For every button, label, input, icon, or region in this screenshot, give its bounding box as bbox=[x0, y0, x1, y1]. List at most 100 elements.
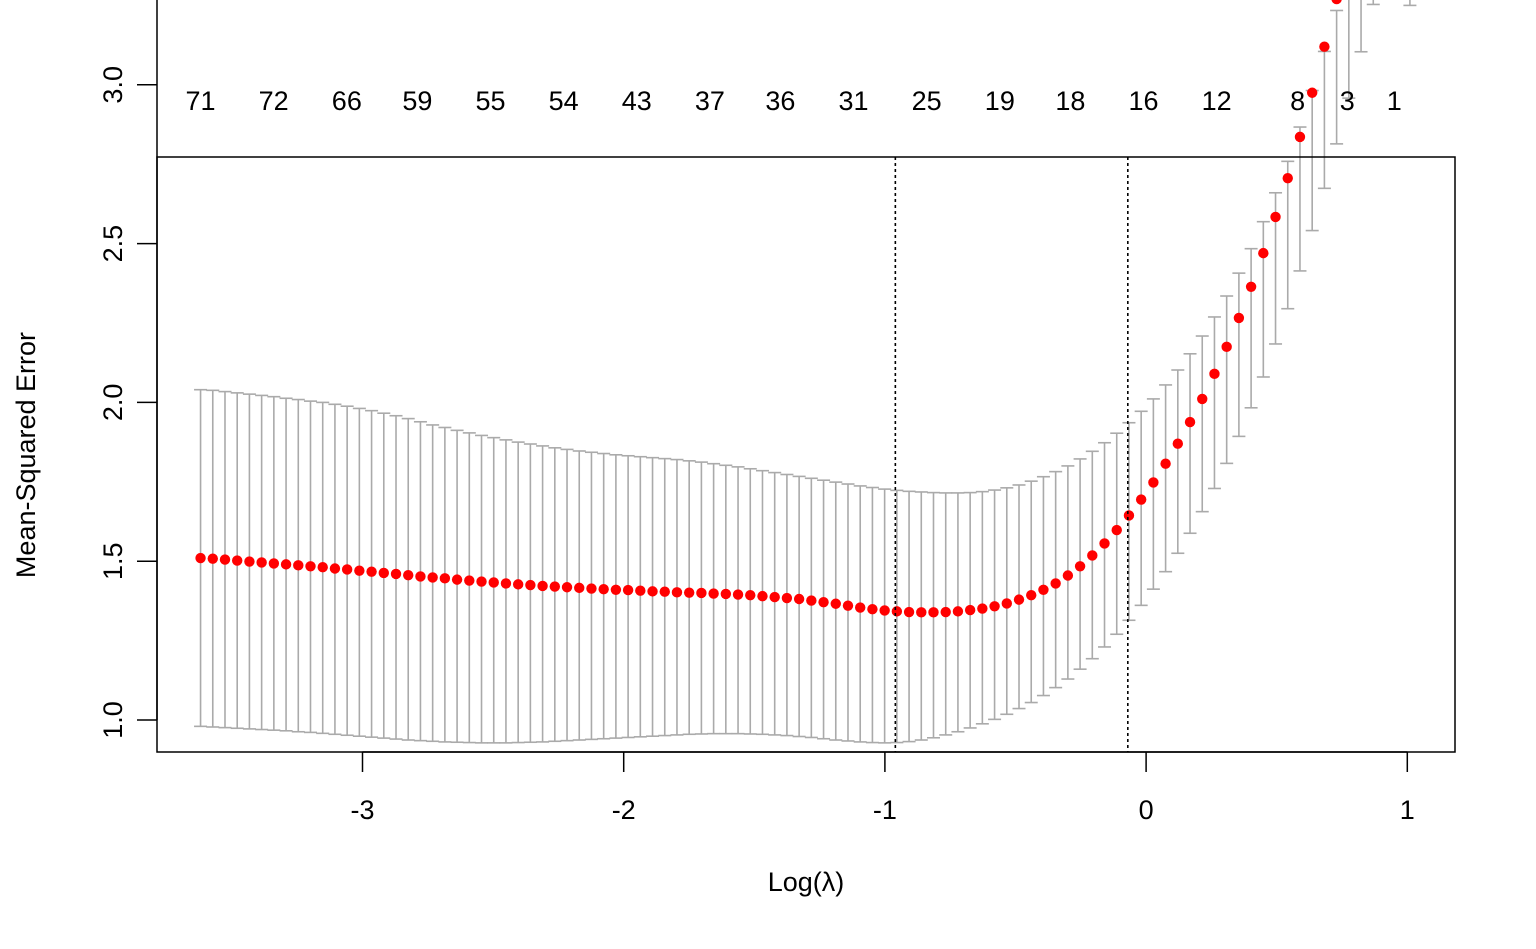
top-axis-label: 25 bbox=[912, 86, 942, 116]
mse-point bbox=[916, 607, 927, 618]
mse-point bbox=[451, 574, 463, 585]
x-tick-label: 1 bbox=[1400, 795, 1415, 825]
mse-point bbox=[280, 559, 292, 570]
mse-point bbox=[1209, 368, 1220, 380]
mse-point bbox=[1331, 0, 1342, 5]
mse-point bbox=[427, 572, 438, 583]
top-axis-label: 36 bbox=[765, 86, 795, 116]
mse-point bbox=[1160, 458, 1171, 469]
mse-point bbox=[1038, 584, 1049, 595]
mse-point bbox=[268, 558, 280, 569]
mse-point bbox=[219, 554, 231, 565]
mse-point bbox=[806, 595, 817, 606]
mse-point bbox=[574, 582, 585, 594]
mse-point bbox=[1258, 247, 1269, 259]
mse-point bbox=[586, 583, 597, 594]
x-tick-label: -2 bbox=[612, 795, 636, 825]
mse-point bbox=[977, 603, 988, 614]
mse-point bbox=[855, 602, 866, 613]
mse-point bbox=[830, 598, 841, 609]
mse-point bbox=[635, 585, 646, 596]
mse-point bbox=[256, 557, 267, 568]
mse-point bbox=[622, 584, 634, 596]
mse-point bbox=[891, 606, 903, 617]
mse-point bbox=[793, 593, 805, 605]
mse-point bbox=[561, 582, 573, 593]
mse-points bbox=[195, 0, 1342, 618]
mse-point bbox=[1148, 477, 1159, 488]
mse-point bbox=[1270, 211, 1281, 223]
y-tick-label: 1.0 bbox=[98, 701, 128, 739]
mse-point bbox=[769, 591, 780, 603]
mse-point bbox=[683, 587, 695, 598]
mse-point bbox=[818, 596, 829, 608]
mse-point bbox=[525, 579, 536, 591]
mse-point bbox=[354, 565, 365, 576]
y-tick-label: 3.0 bbox=[98, 66, 128, 104]
mse-point bbox=[512, 579, 524, 590]
mse-point bbox=[317, 562, 328, 573]
mse-point bbox=[1306, 87, 1318, 98]
mse-point bbox=[610, 584, 622, 595]
mse-point bbox=[879, 605, 890, 616]
x-axis-label: Log(λ) bbox=[768, 867, 845, 897]
mse-point bbox=[1184, 416, 1196, 428]
mse-point bbox=[439, 573, 451, 584]
mse-point bbox=[940, 606, 951, 618]
mse-point bbox=[488, 577, 499, 588]
y-tick-label: 1.5 bbox=[98, 542, 128, 580]
y-axis: 1.01.52.02.53.03.54.04.5 bbox=[98, 0, 158, 739]
mse-point bbox=[1026, 589, 1037, 601]
mse-point bbox=[720, 588, 732, 600]
mse-point bbox=[464, 575, 475, 586]
mse-point bbox=[549, 581, 561, 592]
mse-point bbox=[537, 580, 548, 592]
top-axis-label: 1 bbox=[1387, 86, 1402, 116]
x-axis: -3 -2 -1 0 1 bbox=[350, 751, 1415, 825]
top-axis-label: 12 bbox=[1202, 86, 1232, 116]
mse-point bbox=[1050, 578, 1061, 589]
top-axis-label: 19 bbox=[985, 86, 1015, 116]
mse-point bbox=[305, 561, 316, 572]
mse-point bbox=[903, 606, 915, 618]
top-axis-label: 31 bbox=[839, 86, 869, 116]
mse-point bbox=[366, 566, 377, 577]
mse-point bbox=[732, 589, 744, 600]
mse-point bbox=[1294, 131, 1306, 143]
mse-point bbox=[403, 569, 414, 581]
mse-point bbox=[952, 606, 964, 617]
top-axis-label: 16 bbox=[1128, 86, 1158, 116]
mse-point bbox=[232, 555, 243, 566]
mse-point bbox=[989, 601, 1000, 612]
y-tick-label: 2.5 bbox=[98, 225, 128, 263]
error-bars bbox=[194, 0, 1417, 744]
mse-point bbox=[708, 588, 719, 599]
mse-point bbox=[867, 603, 878, 615]
top-axis-label: 72 bbox=[259, 86, 289, 116]
mse-point bbox=[195, 552, 206, 564]
mse-point bbox=[476, 576, 487, 587]
mse-point bbox=[1172, 438, 1184, 449]
mse-point bbox=[500, 578, 512, 589]
mse-point bbox=[964, 604, 976, 616]
top-axis-label: 55 bbox=[475, 86, 505, 116]
mse-point bbox=[1319, 41, 1330, 52]
mse-point bbox=[671, 587, 683, 598]
mse-point bbox=[207, 553, 218, 564]
mse-point bbox=[696, 587, 707, 599]
top-axis-label: 43 bbox=[622, 86, 652, 116]
top-axis-label: 66 bbox=[332, 86, 362, 116]
top-axis-label: 37 bbox=[695, 86, 725, 116]
top-axis: 71 72 66 59 55 54 43 37 36 31 25 19 18 16 12 8 3 1 bbox=[186, 86, 1402, 116]
mse-point bbox=[329, 563, 341, 574]
mse-point bbox=[928, 607, 939, 618]
mse-point bbox=[842, 600, 854, 611]
mse-point bbox=[659, 586, 670, 597]
mse-point bbox=[1099, 538, 1110, 549]
mse-point bbox=[598, 583, 609, 595]
mse-point bbox=[1062, 570, 1074, 581]
mse-point bbox=[1087, 550, 1098, 561]
x-tick-label: 0 bbox=[1139, 795, 1154, 825]
mse-point bbox=[390, 568, 402, 580]
